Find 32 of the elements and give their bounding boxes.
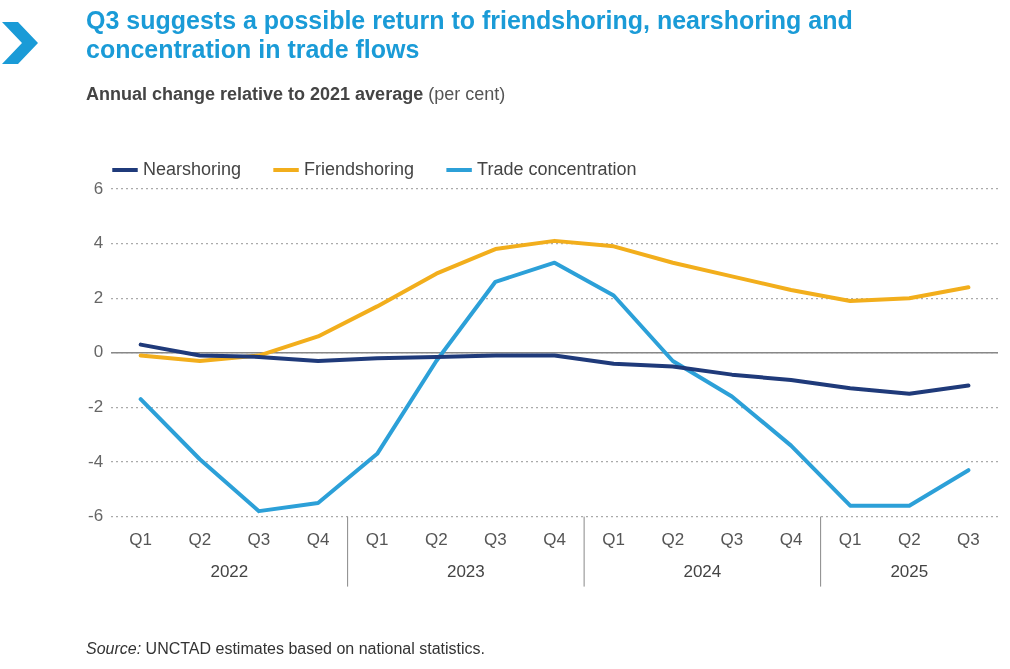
y-tick-label: 0 [93, 342, 104, 362]
legend-label: Nearshoring [143, 158, 242, 179]
y-tick-label: -4 [87, 451, 104, 471]
chart-subtitle: Annual change relative to 2021 average (per cent) [86, 84, 506, 104]
text: 2022 [210, 562, 249, 582]
x-tick-label: Q1 [365, 530, 389, 550]
y-tick-label: -6 [87, 506, 104, 526]
chart-title: Q3 suggests a possible return to friendshoring, nearshoring and concentration in trade flows [86, 6, 854, 64]
legend-label: Trade concentration [477, 158, 637, 179]
text: 2025 [890, 562, 929, 582]
x-tick-label: Q3 [720, 530, 744, 550]
x-tick-label: Q3 [247, 530, 271, 550]
x-tick-label: Q2 [661, 530, 685, 550]
source-note: Source: UNCTAD estimates based on national statistics. [86, 640, 485, 658]
y-tick-label: 2 [93, 287, 104, 307]
x-tick-label: Q2 [897, 530, 921, 550]
x-tick-label: Q2 [424, 530, 448, 550]
text: 2024 [683, 562, 722, 582]
x-tick-label: Q3 [957, 530, 980, 550]
y-tick-label: -2 [87, 397, 104, 417]
y-tick-label: 6 [93, 178, 104, 198]
x-tick-label: Q4 [543, 530, 566, 550]
x-tick-label: Q1 [838, 530, 862, 550]
x-tick-label: Q3 [484, 530, 507, 550]
x-tick-label: Q4 [306, 530, 330, 550]
x-tick-label: Q4 [779, 530, 803, 550]
y-tick-label: 4 [93, 233, 104, 253]
x-tick-label: Q2 [188, 530, 212, 550]
x-tick-label: Q1 [129, 530, 153, 550]
x-tick-label: Q1 [602, 530, 626, 550]
legend-label: Friendshoring [304, 158, 415, 179]
text: 2023 [446, 562, 485, 582]
